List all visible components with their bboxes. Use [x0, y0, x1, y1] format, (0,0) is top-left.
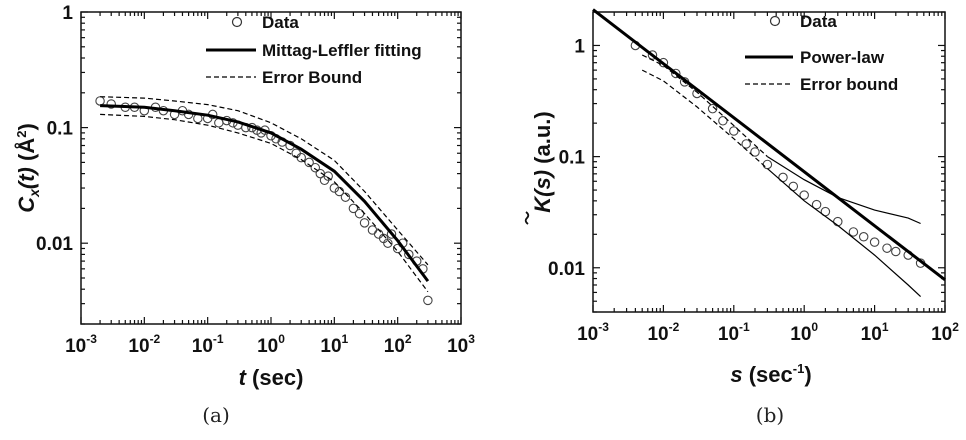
- series-data-point: [811, 199, 822, 210]
- x-tick-label: 101: [861, 320, 889, 345]
- series-data-point: [359, 218, 370, 228]
- chart-a-legend: Data Mittag-Leffler fitting Error Bound: [206, 13, 422, 87]
- legend-b-error-label: Error bound: [800, 75, 898, 94]
- y-tick-label: 1: [574, 36, 585, 57]
- series-data-point: [95, 96, 105, 106]
- y-tick-label: 0.01: [548, 259, 585, 280]
- series-data-point: [106, 99, 116, 109]
- x-tick-label: 100: [257, 332, 285, 357]
- caption-b: (b): [756, 403, 784, 427]
- series-data-point: [383, 238, 393, 248]
- chart-b-xlabel: s (sec-1): [730, 361, 811, 387]
- chart-b-ticks: 10-3 10-2 10-1 100 101 102 0.01 0.1 1: [548, 11, 959, 345]
- chart-a: 10-3 10-2 10-1 100 101 102 103 0.01 0.1 1 Data Mi…: [13, 3, 475, 427]
- x-tick-label: 10-3: [65, 332, 97, 357]
- series-power-law-line: [592, 8, 946, 281]
- legend-a-data-marker: [231, 16, 243, 28]
- series-data-point: [741, 139, 751, 149]
- series-data-point: [423, 295, 433, 306]
- chart-a-ylabel: Cx(t) (Å2): [13, 123, 42, 213]
- legend-b-data-label: Data: [800, 12, 837, 31]
- chart-a-series: [95, 96, 433, 306]
- x-tick-label: 10-2: [128, 332, 160, 357]
- x-tick-label: 102: [931, 320, 959, 345]
- x-tick-label: 100: [790, 320, 818, 345]
- series-mittag-leffler-fitting-line: [100, 104, 430, 282]
- series-data-point: [718, 116, 728, 126]
- x-tick-label: 10-3: [577, 320, 609, 345]
- series-data-point: [373, 229, 384, 239]
- x-tick-label: 102: [384, 332, 412, 357]
- y-tick-label: 0.1: [559, 148, 586, 169]
- x-tick-label: 101: [320, 332, 348, 357]
- chart-a-ticks: 10-3 10-2 10-1 100 101 102 103 0.01 0.1 1: [36, 3, 475, 357]
- series-error-bound-line: [100, 113, 429, 293]
- legend-b-fit-label: Power-law: [800, 48, 885, 67]
- series-data-point: [882, 243, 892, 253]
- series-error-bound-line: [641, 54, 768, 158]
- series-error-bound-line: [100, 96, 429, 266]
- chart-b: 10-3 10-2 10-1 100 101 102 0.01 0.1 1 Data Power…: [524, 8, 959, 427]
- y-tick-label: 0.1: [47, 119, 74, 140]
- series-data-point: [310, 162, 321, 173]
- series-data-point: [750, 147, 760, 157]
- legend-a-fit-label: Mittag-Leffler fitting: [262, 41, 422, 60]
- chart-b-series: [592, 8, 946, 298]
- series-data-point: [354, 208, 365, 219]
- series-data-point: [729, 126, 739, 136]
- x-tick-label: 10-2: [647, 320, 679, 345]
- chart-b-legend: Data Power-law Error bound: [745, 12, 898, 94]
- series-data-point: [304, 157, 314, 168]
- series-data-point: [329, 183, 340, 193]
- series-data-point: [858, 232, 869, 242]
- series-data-point: [647, 50, 658, 60]
- caption-a: (a): [202, 403, 230, 427]
- chart-b-ylabel: K(s) (a.u.): [524, 111, 555, 225]
- y-tick-label: 0.01: [36, 234, 73, 255]
- series-data-point: [799, 190, 809, 200]
- series-data-point: [323, 171, 333, 181]
- legend-b-data-marker: [769, 15, 781, 27]
- series-data-point: [848, 227, 859, 237]
- series-data-point: [348, 203, 359, 214]
- series-data-point: [367, 225, 378, 235]
- series-error-bound-line: [767, 168, 922, 298]
- series-data-point: [891, 246, 901, 257]
- series-data-point: [658, 57, 669, 68]
- chart-a-xlabel: t (sec): [239, 365, 304, 390]
- series-data-point: [833, 216, 843, 227]
- series-data-point: [214, 118, 224, 128]
- x-tick-label: 103: [447, 332, 475, 357]
- series-data-point: [869, 237, 880, 247]
- x-tick-label: 10-1: [718, 320, 750, 345]
- series-data-point: [762, 159, 773, 170]
- series-data-point: [404, 249, 414, 260]
- svg-text:K(s) (a.u.): K(s) (a.u.): [530, 111, 555, 212]
- legend-a-error-label: Error Bound: [262, 68, 362, 87]
- series-error-bound-line: [641, 69, 768, 170]
- x-tick-label: 10-1: [192, 332, 224, 357]
- series-error-bound-line: [767, 156, 921, 225]
- series-data-point: [386, 229, 397, 239]
- series-data-point: [671, 68, 681, 79]
- series-data-point: [334, 186, 345, 197]
- tilde-mark: [524, 211, 530, 225]
- legend-a-data-label: Data: [262, 13, 299, 32]
- series-data-point: [707, 103, 718, 114]
- y-tick-label: 1: [62, 3, 73, 24]
